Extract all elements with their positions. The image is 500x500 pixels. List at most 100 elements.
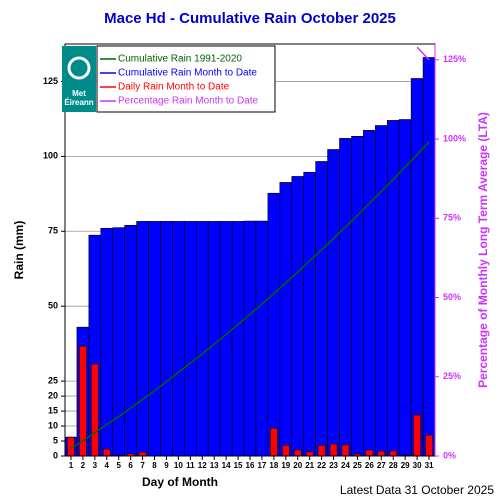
x-tick-label: 25 <box>353 461 362 470</box>
bar <box>148 221 161 457</box>
bar <box>267 192 281 457</box>
bar <box>422 57 436 457</box>
x-axis-label: Day of Month <box>142 475 218 489</box>
bar <box>138 451 147 457</box>
x-tick-label: 13 <box>210 461 219 470</box>
line <box>416 46 430 61</box>
y-tick-label: 50 <box>48 301 58 311</box>
x-tick-label: 24 <box>341 461 350 470</box>
x-tick-label: 5 <box>116 461 121 470</box>
x-tick-label: 21 <box>305 461 314 470</box>
bar <box>207 221 221 457</box>
y2-tick-label: 0% <box>443 450 456 460</box>
legend-label: Daily Rain Month to Date <box>118 82 230 93</box>
bar <box>281 444 290 457</box>
logo-swirl <box>67 56 91 80</box>
x-tick-label: 6 <box>128 461 133 470</box>
x-tick-label: 2 <box>81 461 86 470</box>
bar <box>339 138 352 457</box>
bar <box>90 363 99 457</box>
bar <box>291 176 305 457</box>
legend-box <box>96 45 276 113</box>
x-tick-label: 7 <box>140 461 145 470</box>
bar <box>172 221 185 457</box>
x-tick-label: 29 <box>401 461 410 470</box>
legend-label: Percentage Rain Month to Date <box>118 96 259 107</box>
y2-tick-label: 100% <box>443 133 466 143</box>
bar <box>303 171 316 457</box>
bar <box>184 221 197 457</box>
x-tick-label: 26 <box>365 461 374 470</box>
bar <box>351 135 364 457</box>
y-tick-label: 25 <box>48 375 58 385</box>
y-tick-label: 100 <box>43 151 58 161</box>
bar <box>377 450 386 457</box>
bar <box>255 220 269 457</box>
x-tick-label: 18 <box>269 461 278 470</box>
bar <box>315 161 328 457</box>
chart-title: Mace Hd - Cumulative Rain October 2025 <box>104 10 396 27</box>
y-axis-label: Rain (mm) <box>12 221 26 280</box>
bar <box>389 450 398 457</box>
bar <box>305 451 314 457</box>
bar <box>269 427 278 457</box>
bar <box>160 221 173 457</box>
x-tick-label: 19 <box>281 461 290 470</box>
bar <box>102 448 111 457</box>
bar <box>341 444 350 457</box>
x-tick-label: 14 <box>222 461 231 470</box>
bar <box>375 125 388 457</box>
y2-axis-label: Percentage of Monthly Long Term Average … <box>476 112 490 388</box>
bar <box>293 449 302 457</box>
x-tick-label: 22 <box>317 461 326 470</box>
x-tick-label: 17 <box>257 461 266 470</box>
legend-label: Cumulative Rain 1991-2020 <box>118 54 242 65</box>
bar <box>317 444 326 457</box>
bar <box>279 182 293 457</box>
y-tick-label: 5 <box>53 435 58 445</box>
y-tick-label: 75 <box>48 226 58 236</box>
x-tick-label: 30 <box>413 461 422 470</box>
x-tick-label: 9 <box>164 461 169 470</box>
bar <box>413 414 421 457</box>
y2-tick-label: 75% <box>443 213 461 223</box>
x-tick-label: 28 <box>389 461 398 470</box>
y2-tick-label: 50% <box>443 292 461 302</box>
bar <box>425 434 433 457</box>
x-tick-label: 3 <box>93 461 98 470</box>
bar <box>231 221 245 457</box>
footer-note: Latest Data 31 October 2025 <box>340 483 494 497</box>
bar <box>329 443 338 457</box>
y-tick-label: 10 <box>48 420 58 430</box>
x-tick-label: 15 <box>234 461 243 470</box>
x-tick-label: 11 <box>186 461 195 470</box>
x-tick-label: 27 <box>377 461 386 470</box>
x-tick-label: 1 <box>69 461 74 470</box>
x-tick-label: 16 <box>246 461 255 470</box>
y2-tick-label: 125% <box>443 54 466 64</box>
bar <box>386 120 400 457</box>
x-tick-label: 8 <box>152 461 157 470</box>
x-tick-label: 20 <box>293 461 302 470</box>
bar <box>112 227 125 457</box>
y-tick-label: 20 <box>48 390 58 400</box>
x-tick-label: 12 <box>198 461 207 470</box>
y-tick-label: 0 <box>53 450 58 460</box>
bar <box>410 78 424 457</box>
logo-text: Met <box>72 89 86 98</box>
y2-tick-label: 25% <box>443 371 461 381</box>
bar <box>365 449 374 457</box>
x-tick-label: 4 <box>105 461 110 470</box>
bar <box>136 221 149 457</box>
bar <box>195 221 209 457</box>
logo-text: Éireann <box>64 98 93 107</box>
x-tick-label: 31 <box>425 461 434 470</box>
legend-label: Cumulative Rain Month to Date <box>118 68 257 79</box>
bar <box>327 149 340 457</box>
bar <box>363 129 376 457</box>
bar <box>243 220 257 457</box>
y-tick-label: 125 <box>43 76 58 86</box>
y-tick-label: 15 <box>48 405 58 415</box>
line <box>70 141 430 450</box>
